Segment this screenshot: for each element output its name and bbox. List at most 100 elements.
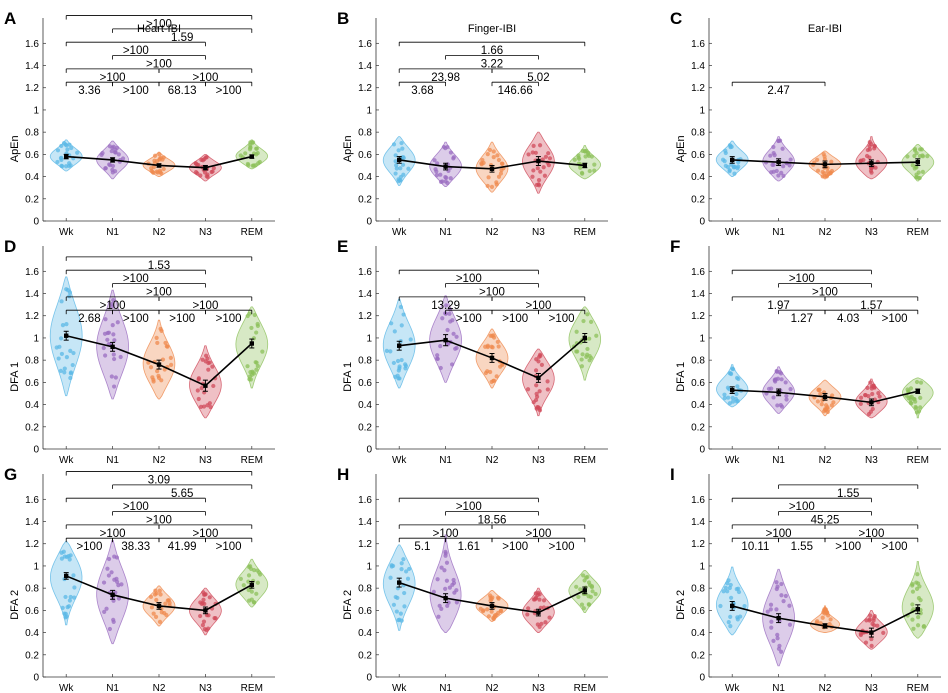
y-tick-label: 0.8	[691, 584, 705, 595]
bayes-factor-label: >100	[76, 541, 102, 553]
data-point	[68, 594, 73, 600]
bayes-bracket: 2.68	[65, 309, 113, 325]
bayes-factor-label: >100	[835, 541, 861, 553]
data-point	[59, 556, 64, 561]
data-point	[249, 589, 254, 594]
data-point	[399, 618, 404, 623]
bayes-factor-label: 18.56	[478, 515, 507, 527]
data-point	[158, 592, 163, 597]
mean-marker	[397, 580, 402, 585]
data-point	[728, 595, 734, 600]
data-point	[204, 353, 209, 358]
panel-letter: B	[337, 9, 349, 28]
data-point	[60, 605, 65, 610]
data-point	[736, 589, 742, 595]
data-point	[210, 364, 215, 369]
data-point	[251, 599, 256, 605]
data-point	[254, 591, 259, 596]
data-point	[156, 373, 161, 378]
bayes-factor-label: >100	[169, 313, 195, 325]
data-point	[776, 138, 781, 144]
data-point	[822, 606, 827, 612]
mean-marker	[582, 163, 587, 168]
violin-n2	[142, 319, 176, 400]
data-point	[245, 161, 250, 167]
data-point	[765, 609, 770, 614]
y-tick-label: 1.2	[25, 311, 39, 322]
y-tick-label: 1.2	[358, 311, 372, 322]
data-point	[918, 611, 923, 616]
data-point	[771, 638, 776, 643]
bayes-factor-label: 146.66	[498, 85, 533, 97]
bayes-factor-label: >100	[216, 541, 242, 553]
y-tick-label: 1.6	[691, 39, 705, 50]
data-point	[116, 596, 122, 601]
y-tick-label: 1.4	[25, 289, 39, 300]
data-point	[109, 301, 115, 307]
data-point	[67, 142, 72, 147]
bayes-factor-label: 1.53	[148, 260, 170, 272]
data-point	[59, 351, 65, 357]
data-point	[68, 348, 73, 353]
data-point	[70, 362, 75, 368]
data-point	[494, 374, 499, 379]
data-point	[768, 607, 773, 612]
data-point	[917, 154, 923, 159]
data-point	[256, 570, 262, 575]
bayes-bracket: 1.61	[445, 537, 493, 553]
x-tick-label: N3	[199, 455, 212, 466]
x-tick-label: N1	[439, 455, 452, 466]
bayes-factor-label: >100	[502, 541, 528, 553]
data-point	[723, 148, 728, 153]
mean-marker	[203, 608, 208, 613]
panel-letter: A	[4, 9, 16, 28]
data-point	[585, 312, 590, 317]
x-tick-label: REM	[574, 455, 596, 466]
data-point	[530, 150, 535, 155]
data-point	[581, 606, 586, 611]
data-point	[914, 151, 919, 156]
data-point	[206, 367, 211, 372]
data-point	[64, 322, 69, 327]
data-point	[151, 611, 156, 616]
panel-letter: C	[670, 9, 682, 28]
data-point	[912, 146, 918, 152]
data-point	[815, 157, 820, 162]
data-point	[788, 387, 793, 392]
bayes-factor-label: >100	[502, 313, 528, 325]
data-point	[588, 319, 594, 324]
bayes-bracket: >100	[65, 15, 253, 31]
data-point	[734, 399, 739, 404]
y-tick-label: 0	[33, 217, 39, 228]
data-point	[62, 366, 67, 371]
data-point	[444, 303, 449, 308]
data-point	[58, 156, 64, 161]
data-point	[779, 581, 784, 587]
data-point	[539, 362, 545, 368]
data-point	[536, 590, 541, 595]
data-point	[109, 374, 114, 379]
data-point	[67, 598, 72, 603]
data-point	[438, 365, 443, 371]
data-point	[533, 150, 538, 155]
data-point	[112, 338, 117, 343]
data-point	[392, 329, 397, 334]
y-tick-label: 1.4	[691, 289, 705, 300]
data-point	[208, 405, 213, 410]
data-point	[403, 362, 408, 367]
mean-marker	[776, 390, 781, 395]
data-point	[454, 334, 459, 339]
data-point	[396, 148, 401, 153]
data-point	[779, 404, 785, 409]
data-point	[393, 171, 398, 176]
data-point	[201, 404, 207, 409]
y-tick-label: 0.6	[691, 606, 705, 617]
data-point	[103, 166, 108, 171]
data-point	[579, 170, 585, 175]
data-point	[106, 556, 112, 562]
bayes-factor-label: >100	[456, 501, 482, 513]
data-point	[165, 598, 170, 603]
bayes-factor-label: >100	[146, 287, 172, 299]
bayes-bracket: >100	[491, 524, 586, 540]
data-point	[401, 312, 406, 317]
